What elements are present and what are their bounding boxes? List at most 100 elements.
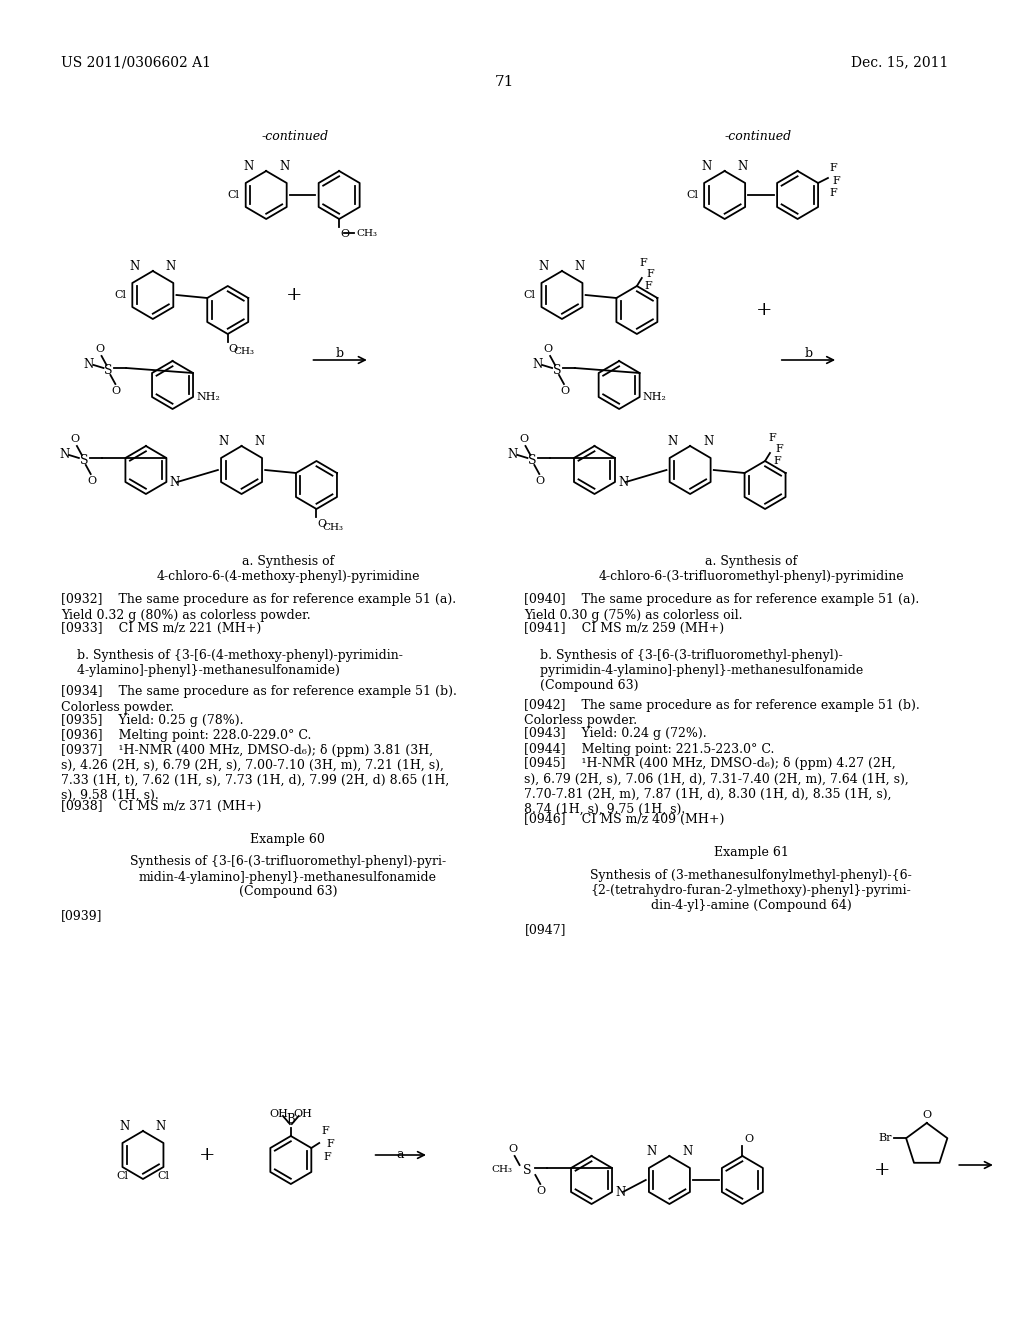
Text: N: N [169, 475, 179, 488]
Text: F: F [645, 281, 652, 290]
Text: 71: 71 [495, 75, 514, 88]
Text: [0934]    The same procedure as for reference example 51 (b).
Colorless powder.: [0934] The same procedure as for referen… [61, 685, 457, 714]
Text: [0939]: [0939] [61, 909, 102, 923]
Text: US 2011/0306602 A1: US 2011/0306602 A1 [61, 55, 211, 69]
Text: Dec. 15, 2011: Dec. 15, 2011 [851, 55, 948, 69]
Text: OH: OH [269, 1109, 288, 1119]
Text: [0942]    The same procedure as for reference example 51 (b).
Colorless powder.: [0942] The same procedure as for referen… [524, 700, 921, 727]
Text: F: F [775, 444, 782, 454]
Text: O: O [537, 1185, 546, 1196]
Text: +: + [874, 1162, 891, 1179]
Text: [0946]    CI MS m/z 409 (MH+): [0946] CI MS m/z 409 (MH+) [524, 813, 725, 826]
Text: O: O [228, 345, 238, 354]
Text: CH₃: CH₃ [323, 523, 343, 532]
Text: O: O [95, 345, 104, 354]
Text: N: N [701, 160, 712, 173]
Text: N: N [130, 260, 140, 273]
Text: B: B [287, 1113, 295, 1126]
Text: N: N [59, 449, 70, 462]
Text: O: O [744, 1134, 754, 1144]
Text: Synthesis of (3-methanesulfonylmethyl-phenyl)-{6-
{2-(tetrahydro-furan-2-ylmetho: Synthesis of (3-methanesulfonylmethyl-ph… [591, 869, 912, 912]
Text: O: O [112, 385, 121, 396]
Text: -continued: -continued [725, 129, 792, 143]
Text: [0941]    CI MS m/z 259 (MH+): [0941] CI MS m/z 259 (MH+) [524, 622, 725, 635]
Text: Cl: Cl [158, 1171, 170, 1181]
Text: O: O [560, 385, 569, 396]
Text: Br: Br [879, 1133, 892, 1143]
Text: F: F [773, 455, 780, 466]
Text: [0935]    Yield: 0.25 g (78%).: [0935] Yield: 0.25 g (78%). [61, 714, 244, 727]
Text: [0945]    ¹H-NMR (400 MHz, DMSO-d₆); δ (ppm) 4.27 (2H,
s), 6.79 (2H, s), 7.06 (1: [0945] ¹H-NMR (400 MHz, DMSO-d₆); δ (ppm… [524, 758, 909, 816]
Text: N: N [702, 436, 713, 449]
Text: N: N [508, 449, 518, 462]
Text: S: S [80, 454, 88, 466]
Text: F: F [640, 257, 647, 268]
Text: O: O [544, 345, 553, 354]
Text: CH₃: CH₃ [492, 1166, 513, 1175]
Text: F: F [829, 187, 838, 198]
Text: F: F [326, 1139, 334, 1148]
Text: [0936]    Melting point: 228.0-229.0° C.: [0936] Melting point: 228.0-229.0° C. [61, 729, 311, 742]
Text: a: a [396, 1148, 404, 1162]
Text: OH: OH [294, 1109, 312, 1119]
Text: N: N [667, 436, 677, 449]
Text: F: F [829, 162, 838, 173]
Text: F: F [768, 433, 776, 444]
Text: O: O [923, 1110, 931, 1119]
Text: O: O [519, 434, 528, 444]
Text: b: b [336, 347, 344, 360]
Text: F: F [833, 176, 841, 186]
Text: [0937]    ¹H-NMR (400 MHz, DMSO-d₆); δ (ppm) 3.81 (3H,
s), 4.26 (2H, s), 6.79 (2: [0937] ¹H-NMR (400 MHz, DMSO-d₆); δ (ppm… [61, 744, 450, 803]
Text: Cl: Cl [227, 190, 240, 201]
Text: O: O [317, 519, 327, 529]
Text: N: N [243, 160, 253, 173]
Text: N: N [539, 260, 549, 273]
Text: Example 61: Example 61 [714, 846, 788, 859]
Text: N: N [84, 359, 94, 371]
Text: N: N [218, 436, 228, 449]
Text: S: S [523, 1163, 531, 1176]
Text: NH₂: NH₂ [196, 392, 220, 403]
Text: [0943]    Yield: 0.24 g (72%).: [0943] Yield: 0.24 g (72%). [524, 727, 708, 741]
Text: -continued: -continued [261, 129, 329, 143]
Text: N: N [574, 260, 585, 273]
Text: Cl: Cl [115, 290, 126, 300]
Text: b: b [805, 347, 812, 360]
Text: N: N [166, 260, 176, 273]
Text: S: S [528, 454, 537, 466]
Text: CH₃: CH₃ [233, 347, 255, 356]
Text: +: + [756, 301, 772, 319]
Text: b. Synthesis of {3-[6-(4-methoxy-phenyl)-pyrimidin-
    4-ylamino]-phenyl}-metha: b. Synthesis of {3-[6-(4-methoxy-phenyl)… [61, 649, 403, 677]
Text: NH₂: NH₂ [643, 392, 667, 403]
Text: O: O [340, 228, 349, 239]
Text: N: N [617, 475, 628, 488]
Text: N: N [615, 1185, 626, 1199]
Text: N: N [646, 1146, 656, 1158]
Text: O: O [71, 434, 80, 444]
Text: a. Synthesis of
4-chloro-6-(4-methoxy-phenyl)-pyrimidine: a. Synthesis of 4-chloro-6-(4-methoxy-ph… [156, 554, 420, 583]
Text: Cl: Cl [116, 1171, 128, 1181]
Text: S: S [553, 363, 561, 376]
Text: CH₃: CH₃ [356, 228, 377, 238]
Text: F: F [322, 1126, 329, 1137]
Text: Cl: Cl [686, 190, 698, 201]
Text: N: N [682, 1146, 692, 1158]
Text: +: + [199, 1146, 215, 1164]
Text: Cl: Cl [523, 290, 536, 300]
Text: [0932]    The same procedure as for reference example 51 (a).
Yield 0.32 g (80%): [0932] The same procedure as for referen… [61, 594, 457, 622]
Text: F: F [647, 269, 654, 279]
Text: [0944]    Melting point: 221.5-223.0° C.: [0944] Melting point: 221.5-223.0° C. [524, 742, 775, 755]
Text: [0940]    The same procedure as for reference example 51 (a).
Yield 0.30 g (75%): [0940] The same procedure as for referen… [524, 594, 920, 622]
Text: b. Synthesis of {3-[6-(3-trifluoromethyl-phenyl)-
    pyrimidin-4-ylamino]-pheny: b. Synthesis of {3-[6-(3-trifluoromethyl… [524, 649, 863, 692]
Text: O: O [508, 1144, 517, 1154]
Text: N: N [156, 1121, 166, 1133]
Text: N: N [532, 359, 543, 371]
Text: N: N [120, 1121, 130, 1133]
Text: [0947]: [0947] [524, 923, 566, 936]
Text: F: F [324, 1152, 331, 1162]
Text: O: O [87, 477, 96, 486]
Text: [0938]    CI MS m/z 371 (MH+): [0938] CI MS m/z 371 (MH+) [61, 800, 261, 813]
Text: N: N [254, 436, 264, 449]
Text: a. Synthesis of
4-chloro-6-(3-trifluoromethyl-phenyl)-pyrimidine: a. Synthesis of 4-chloro-6-(3-trifluorom… [598, 554, 904, 583]
Text: N: N [737, 160, 748, 173]
